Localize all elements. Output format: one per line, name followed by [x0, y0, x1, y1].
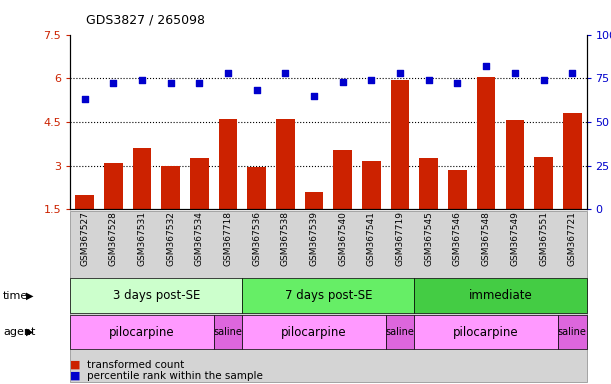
Bar [362, 161, 381, 209]
Text: ▶: ▶ [26, 327, 33, 337]
Bar [477, 77, 496, 209]
Bar [219, 119, 237, 209]
Text: ■: ■ [70, 371, 81, 381]
Text: pilocarpine: pilocarpine [109, 326, 175, 339]
Bar [276, 119, 295, 209]
Point [539, 77, 549, 83]
Text: agent: agent [3, 327, 35, 337]
Text: 3 days post-SE: 3 days post-SE [112, 289, 200, 302]
Point [338, 79, 348, 85]
Point [395, 70, 405, 76]
Point [280, 70, 290, 76]
Text: saline: saline [214, 327, 243, 337]
Text: ■: ■ [70, 360, 81, 370]
Point [79, 96, 89, 102]
Text: pilocarpine: pilocarpine [281, 326, 347, 339]
Point [453, 80, 463, 86]
Text: saline: saline [386, 327, 414, 337]
Point [568, 70, 577, 76]
Point [223, 70, 233, 76]
Point [166, 80, 175, 86]
Point [194, 80, 204, 86]
Text: ▶: ▶ [26, 291, 33, 301]
Point [108, 80, 118, 86]
Bar [334, 150, 352, 209]
Bar [420, 158, 438, 209]
Bar [391, 80, 409, 209]
Text: immediate: immediate [469, 289, 532, 302]
Point [137, 77, 147, 83]
Text: transformed count: transformed count [87, 360, 185, 370]
Point [309, 93, 319, 99]
Bar [305, 192, 323, 209]
Bar [104, 163, 123, 209]
Point [510, 70, 520, 76]
Bar [190, 158, 209, 209]
Bar [505, 121, 524, 209]
Point [481, 63, 491, 69]
Bar [75, 195, 94, 209]
Text: saline: saline [558, 327, 587, 337]
Text: percentile rank within the sample: percentile rank within the sample [87, 371, 263, 381]
Bar [161, 166, 180, 209]
Bar [448, 170, 467, 209]
Bar [247, 167, 266, 209]
Point [252, 88, 262, 94]
Bar [133, 148, 152, 209]
Point [367, 77, 376, 83]
Text: pilocarpine: pilocarpine [453, 326, 519, 339]
Text: 7 days post-SE: 7 days post-SE [285, 289, 372, 302]
Point [424, 77, 434, 83]
Bar [563, 113, 582, 209]
Text: time: time [3, 291, 28, 301]
Text: GDS3827 / 265098: GDS3827 / 265098 [86, 13, 205, 26]
Bar [534, 157, 553, 209]
